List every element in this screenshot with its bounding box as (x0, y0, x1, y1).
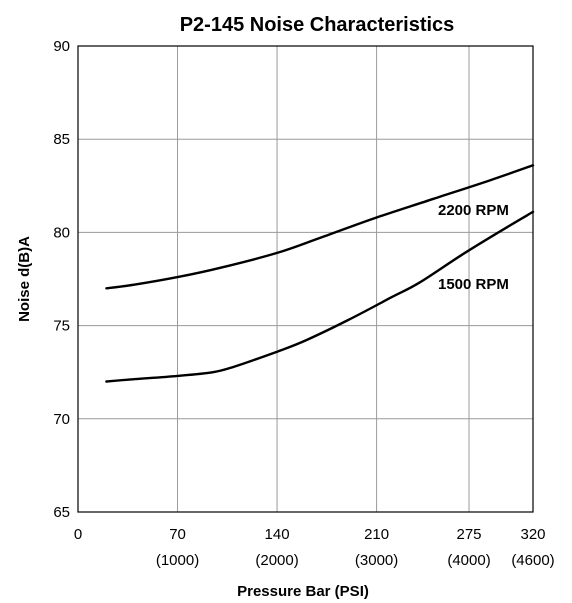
y-tick-label: 75 (53, 318, 70, 335)
y-tick-label: 90 (53, 38, 70, 55)
series-label-1500-rpm: 1500 RPM (438, 276, 509, 293)
x-tick-sublabel: (4600) (511, 552, 554, 569)
x-tick-sublabel: (1000) (156, 552, 199, 569)
y-axis-label: Noise d(B)A (16, 236, 33, 322)
y-tick-label: 85 (53, 131, 70, 148)
y-axis-ticks: 65 70 75 80 85 90 (53, 38, 70, 521)
x-tick-sublabel: (3000) (355, 552, 398, 569)
x-tick-label: 210 (364, 526, 389, 543)
x-tick-label: 275 (457, 526, 482, 543)
x-tick-sublabel: (2000) (255, 552, 298, 569)
x-tick-label: 320 (520, 526, 545, 543)
x-tick-label: 70 (169, 526, 186, 543)
x-axis-ticks: 0 70 (1000) 140 (2000) 210 (3000) 275 (4000) 320 (… (74, 526, 555, 569)
x-tick-label: 140 (265, 526, 290, 543)
y-tick-label: 70 (53, 411, 70, 428)
x-axis-label: Pressure Bar (PSI) (237, 583, 369, 600)
series-label-2200-rpm: 2200 RPM (438, 202, 509, 219)
y-tick-label: 65 (53, 504, 70, 521)
x-tick-label: 0 (74, 526, 82, 543)
x-tick-sublabel: (4000) (447, 552, 490, 569)
y-tick-label: 80 (53, 224, 70, 241)
chart-title: P2-145 Noise Characteristics (180, 14, 455, 36)
